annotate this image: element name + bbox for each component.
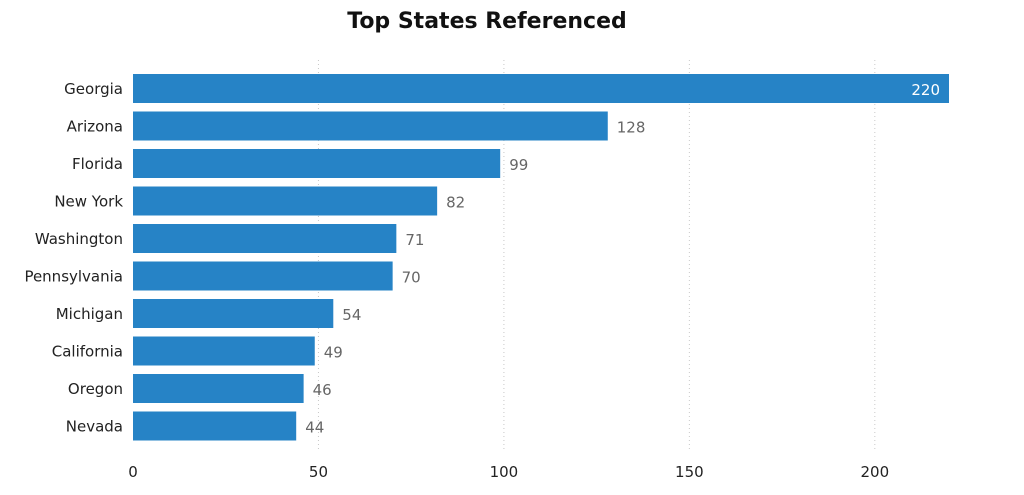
data-label: 220: [911, 81, 940, 99]
category-label: Oregon: [68, 380, 123, 398]
data-label: 99: [509, 156, 528, 174]
category-label: California: [52, 343, 123, 361]
x-tick-label: 200: [860, 463, 889, 481]
data-label: 71: [405, 231, 424, 249]
data-label: 70: [402, 269, 421, 287]
bar-washington: [133, 224, 397, 253]
data-label: 54: [342, 306, 361, 324]
x-tick-label: 50: [309, 463, 328, 481]
category-label: Arizona: [67, 118, 123, 136]
bar-arizona: [133, 111, 608, 141]
data-label: 82: [446, 194, 465, 212]
category-label: Washington: [35, 230, 123, 248]
bar-michigan: [133, 299, 334, 328]
category-label: New York: [54, 193, 123, 211]
bar-new-york: [133, 186, 438, 216]
category-label: Georgia: [64, 80, 123, 98]
bar-florida: [133, 149, 501, 178]
category-label: Pennsylvania: [24, 268, 123, 286]
chart-title: Top States Referenced: [347, 9, 627, 34]
bar-nevada: [133, 411, 297, 441]
data-label: 46: [313, 381, 332, 399]
category-label: Florida: [72, 155, 123, 173]
data-label: 128: [617, 119, 646, 137]
x-tick-label: 0: [128, 463, 138, 481]
bar-pennsylvania: [133, 261, 393, 291]
category-label: Nevada: [66, 418, 123, 436]
x-tick-label: 100: [490, 463, 519, 481]
bar-oregon: [133, 374, 304, 403]
bar-georgia: [133, 74, 949, 103]
bar-california: [133, 336, 315, 366]
category-label: Michigan: [56, 305, 123, 323]
x-tick-label: 150: [675, 463, 704, 481]
data-label: 49: [324, 344, 343, 362]
data-label: 44: [305, 419, 324, 437]
